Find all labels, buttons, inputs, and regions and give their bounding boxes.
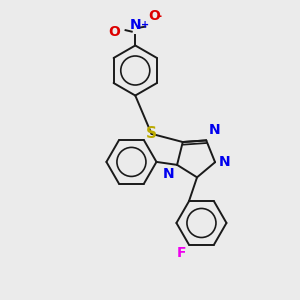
- Text: N: N: [130, 18, 141, 32]
- Text: -: -: [156, 10, 161, 23]
- Text: O: O: [108, 25, 120, 39]
- Text: N: N: [163, 167, 175, 181]
- Text: O: O: [148, 8, 160, 22]
- Text: N: N: [219, 155, 230, 169]
- Text: +: +: [141, 20, 149, 30]
- Text: N: N: [208, 123, 220, 137]
- Text: S: S: [146, 126, 157, 141]
- Text: F: F: [177, 246, 187, 260]
